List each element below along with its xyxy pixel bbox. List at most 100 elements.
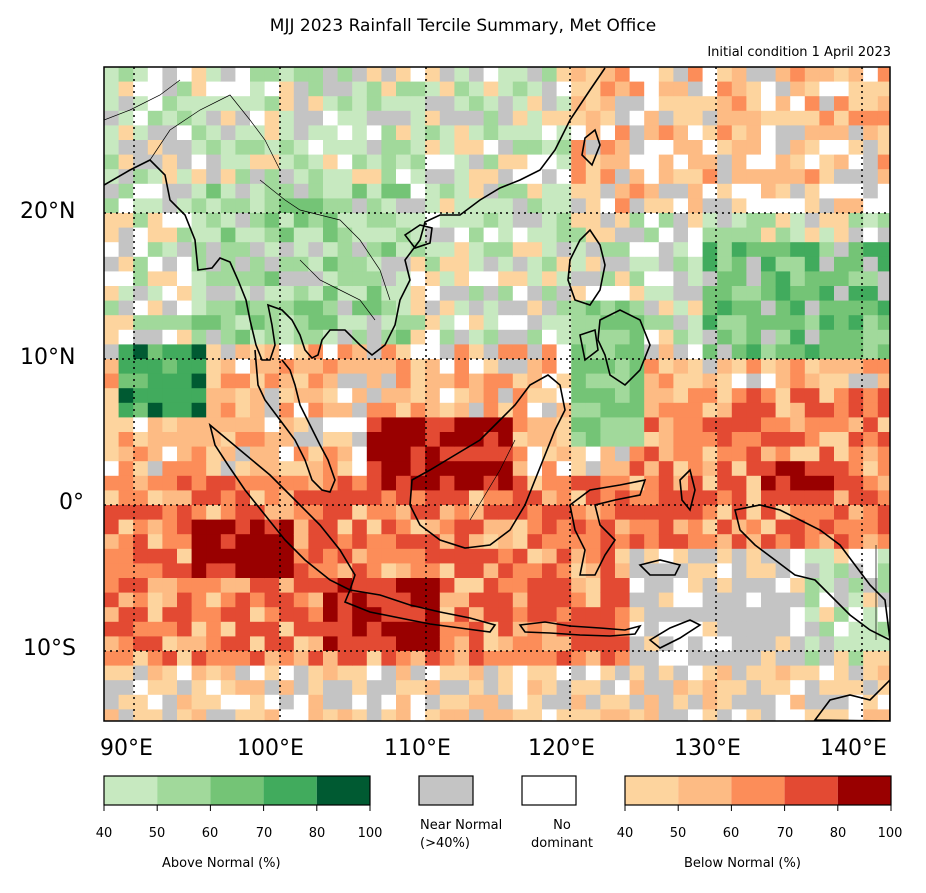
grid-cell (731, 183, 747, 199)
grid-cell (746, 315, 762, 331)
grid-cell (863, 651, 879, 666)
grid-cell (104, 432, 119, 447)
grid-cell (323, 402, 338, 418)
grid-cell (264, 621, 280, 637)
grid-cell (220, 81, 236, 97)
grid-cell (483, 694, 499, 710)
grid-cell (396, 534, 411, 550)
grid-cell (104, 242, 119, 258)
grid-cell (542, 300, 557, 316)
grid-cell (688, 213, 703, 228)
grid-cell (863, 125, 879, 141)
grid-cell (644, 548, 660, 564)
grid-cell (220, 490, 236, 506)
grid-cell (600, 227, 616, 243)
grid-cell (877, 183, 890, 199)
grid-cell (702, 402, 718, 418)
grid-cell (352, 373, 368, 389)
grid-cell (147, 621, 163, 637)
grid-cell (863, 81, 879, 97)
grid-cell (775, 402, 791, 418)
grid-cell (133, 81, 149, 97)
grid-cell (162, 680, 178, 696)
grid-cell (702, 636, 718, 652)
grid-cell (293, 578, 309, 593)
grid-cell (104, 592, 119, 608)
grid-cell (702, 227, 718, 243)
grid-cell (863, 592, 879, 608)
grid-cell (410, 651, 426, 666)
grid-cell (834, 373, 849, 389)
grid-cell (556, 344, 572, 360)
grid-cell (454, 286, 470, 301)
grid-cell (279, 505, 295, 520)
grid-cell (731, 607, 747, 623)
grid-cell (337, 694, 353, 710)
grid-cell (527, 651, 543, 666)
grid-cell (702, 96, 718, 112)
grid-cell (702, 329, 718, 345)
grid-cell (206, 329, 222, 345)
grid-cell (848, 81, 864, 97)
grid-cell (877, 651, 890, 666)
grid-cell (352, 315, 368, 331)
grid-cell (527, 110, 543, 126)
grid-cell (585, 213, 601, 228)
grid-cell (556, 490, 572, 506)
grid-cell (571, 694, 587, 710)
grid-cell (177, 694, 192, 710)
grid-cell (658, 402, 674, 418)
grid-cell (396, 373, 411, 389)
grid-cell (147, 359, 163, 374)
above-normal-label: Above Normal (%) (162, 856, 281, 871)
grid-cell (454, 125, 470, 141)
grid-cell (848, 636, 864, 652)
grid-cell (293, 213, 309, 228)
grid-cell (600, 286, 616, 301)
grid-cell (790, 242, 806, 258)
grid-cell (366, 592, 382, 608)
grid-cell (790, 621, 806, 637)
grid-cell (293, 402, 309, 418)
grid-cell (118, 534, 134, 550)
grid-cell (147, 154, 163, 170)
grid-cell (688, 125, 703, 141)
grid-cell (220, 417, 236, 433)
grid-cell (600, 183, 616, 199)
grid-cell (469, 651, 484, 666)
grid-cell (104, 110, 119, 126)
grid-cell (250, 461, 265, 477)
grid-cell (688, 198, 703, 214)
grid-cell (790, 607, 806, 623)
grid-cell (410, 125, 426, 141)
grid-cell (118, 140, 134, 155)
grid-cell (527, 198, 543, 214)
grid-cell (366, 96, 382, 112)
grid-cell (220, 651, 236, 666)
grid-cell (279, 607, 295, 623)
grid-cell (746, 110, 762, 126)
grid-cell (425, 446, 441, 462)
grid-cell (615, 315, 630, 331)
grid-cell (731, 373, 747, 389)
grid-cell (790, 271, 806, 287)
grid-cell (542, 271, 557, 287)
grid-cell (804, 388, 820, 404)
grid-cell (731, 344, 747, 360)
grid-cell (775, 446, 791, 462)
grid-cell (279, 140, 295, 155)
grid-cell (775, 388, 791, 404)
grid-cell (863, 519, 879, 535)
grid-cell (556, 563, 572, 579)
grid-cell (746, 475, 762, 491)
grid-cell (366, 402, 382, 418)
grid-cell (147, 300, 163, 316)
grid-cell (177, 271, 192, 287)
grid-cell (352, 256, 368, 272)
grid-cell (279, 154, 295, 170)
grid-cell (512, 359, 528, 374)
grid-cell (629, 607, 645, 623)
grid-cell (133, 96, 149, 112)
grid-cell (381, 67, 397, 82)
grid-cell (308, 607, 324, 623)
